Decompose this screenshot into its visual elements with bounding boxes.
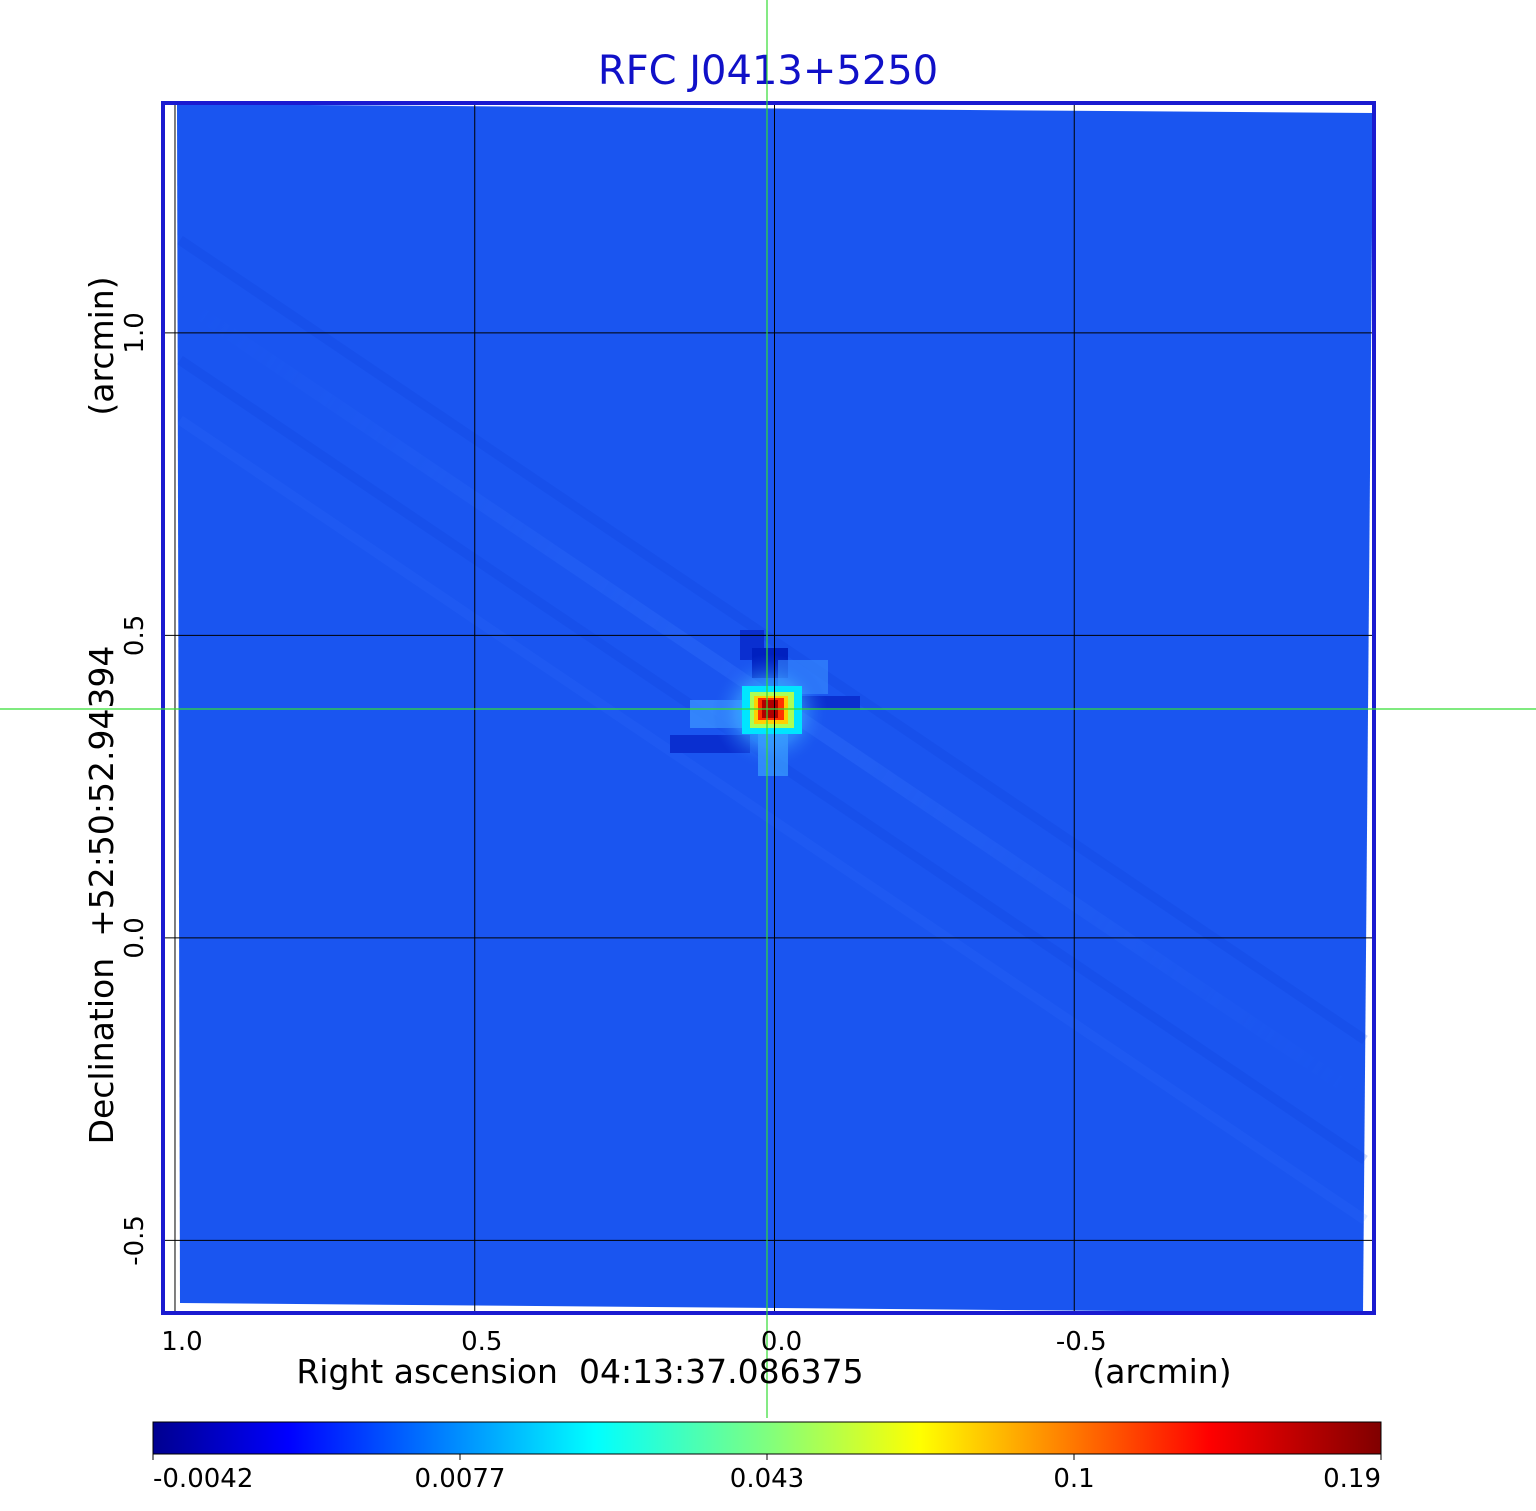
x-tick-label: -0.5 xyxy=(1056,1327,1107,1357)
y-axis-label: Declination +52:50:52.94394 xyxy=(82,646,121,1145)
x-tick-label: 0.5 xyxy=(461,1327,502,1357)
y-tick-label: 1.0 xyxy=(120,312,150,353)
y-axis-unit: (arcmin) xyxy=(82,276,121,415)
x-tick-labels: 1.0 0.5 0.0 -0.5 xyxy=(161,1327,1106,1357)
x-tick-label: 0.0 xyxy=(761,1327,802,1357)
colorbar: -0.0042 0.0077 0.043 0.1 0.19 xyxy=(152,1421,1382,1494)
colorbar-tick-label: 0.043 xyxy=(730,1464,804,1494)
colorbar-tick-label: 0.1 xyxy=(1053,1464,1094,1494)
coordinate-grid xyxy=(163,103,1374,1313)
colorbar-tick-label: -0.0042 xyxy=(153,1464,253,1494)
y-tick-label: 0.0 xyxy=(120,917,150,958)
chart-title: RFC J0413+5250 xyxy=(598,48,938,94)
colorbar-gradient xyxy=(152,1421,1382,1455)
source-blob xyxy=(670,630,860,776)
colorbar-ticks: -0.0042 0.0077 0.043 0.1 0.19 xyxy=(152,1454,1382,1494)
colorbar-tick-label: 0.0077 xyxy=(415,1464,506,1494)
colorbar-tick-label: 0.19 xyxy=(1323,1464,1381,1494)
plot-frame xyxy=(161,101,1376,1315)
y-tick-label: -0.5 xyxy=(120,1215,150,1266)
x-tick-label: 1.0 xyxy=(161,1327,202,1357)
x-axis-label: Right ascension 04:13:37.086375 xyxy=(296,1352,863,1391)
crosshair xyxy=(0,0,1536,1418)
y-tick-label: 0.5 xyxy=(120,615,150,656)
y-tick-labels: 1.0 0.5 0.0 -0.5 xyxy=(120,312,150,1266)
x-axis-unit: (arcmin) xyxy=(1092,1352,1231,1391)
